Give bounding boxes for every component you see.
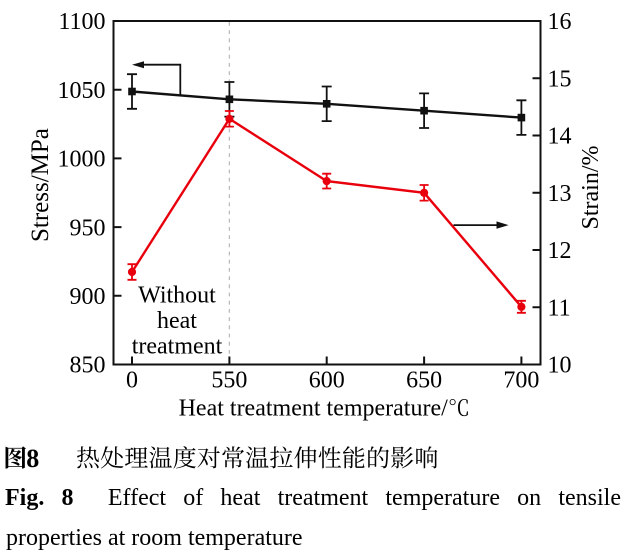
svg-text:8: 8: [26, 444, 39, 473]
svg-text:1100: 1100: [58, 9, 105, 35]
svg-text:14: 14: [548, 124, 572, 150]
svg-text:Without: Without: [138, 282, 216, 308]
svg-text:1000: 1000: [58, 147, 106, 173]
svg-text:Stress/MPa: Stress/MPa: [27, 128, 54, 242]
svg-text:650: 650: [406, 368, 442, 394]
svg-text:700: 700: [503, 368, 539, 394]
svg-text:550: 550: [211, 368, 247, 394]
svg-text:treatment: treatment: [132, 334, 223, 360]
svg-text:Heat treatment temperature/: Heat treatment temperature/: [179, 395, 449, 421]
svg-text:13: 13: [548, 181, 572, 207]
svg-text:1050: 1050: [58, 78, 106, 104]
svg-text:10: 10: [548, 353, 572, 379]
svg-text:11: 11: [548, 295, 571, 321]
svg-text:600: 600: [309, 368, 345, 394]
svg-text:900: 900: [70, 284, 106, 310]
svg-text:12: 12: [548, 238, 572, 264]
svg-text:950: 950: [70, 215, 106, 241]
svg-text:heat: heat: [157, 308, 197, 334]
svg-text:16: 16: [548, 9, 572, 35]
svg-text:15: 15: [548, 67, 572, 93]
svg-text:850: 850: [70, 353, 106, 379]
svg-text:Strain/%: Strain/%: [578, 146, 604, 230]
svg-text:0: 0: [126, 368, 138, 394]
